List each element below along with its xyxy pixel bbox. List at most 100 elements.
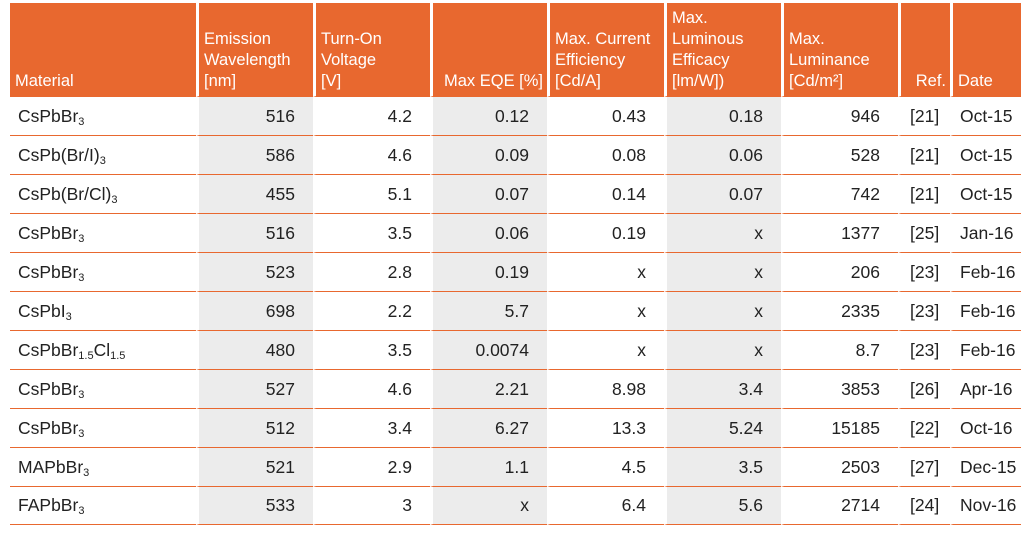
date-cell: Dec-15: [950, 447, 1022, 486]
table-row: CsPbBr3 527 4.6 2.21 8.98 3.4 3853 [26] Apr-16: [10, 369, 1022, 408]
table-row: CsPb(Br/I)3 586 4.6 0.09 0.08 0.06 528 [21] Oct-…: [10, 135, 1022, 174]
header-line: Luminance: [789, 51, 870, 69]
table-row: CsPb(Br/Cl)3 455 5.1 0.07 0.14 0.07 742 [21] Oct…: [10, 174, 1022, 213]
material-cell: CsPbBr3: [10, 408, 196, 447]
current-cell: x: [547, 291, 664, 330]
comparison-table: Material Emission Wavelength [nm] Turn-On Vol…: [10, 3, 1022, 525]
efficacy-cell: 3.4: [664, 369, 781, 408]
luminance-cell: 946: [781, 96, 898, 135]
material-subscript: 3: [111, 193, 118, 206]
eqe-cell: 0.09: [430, 135, 547, 174]
date-cell: Feb-16: [950, 252, 1022, 291]
voltage-cell: 2.8: [313, 252, 430, 291]
date-cell: Oct-15: [950, 135, 1022, 174]
header-max-luminous-efficacy: Max. Luminous Efficacy [lm/W]): [664, 3, 781, 96]
header-line: [Cd/A]: [555, 72, 601, 90]
header-line: Max EQE [%]: [443, 72, 543, 90]
wavelength-cell: 455: [196, 174, 313, 213]
header-line: Voltage: [321, 51, 377, 69]
material-cell: CsPbBr3: [10, 369, 196, 408]
current-cell: 0.43: [547, 96, 664, 135]
header-line: Efficacy: [672, 51, 730, 69]
ref-cell: [23]: [898, 330, 950, 369]
material-cell: MAPbBr3: [10, 447, 196, 486]
date-cell: Oct-15: [950, 96, 1022, 135]
wavelength-cell: 533: [196, 486, 313, 525]
current-cell: 0.08: [547, 135, 664, 174]
voltage-cell: 3.4: [313, 408, 430, 447]
header-line: Max.: [672, 9, 708, 27]
eqe-cell: 0.07: [430, 174, 547, 213]
table-row: CsPbBr3 512 3.4 6.27 13.3 5.24 15185 [22] Oct-16: [10, 408, 1022, 447]
luminance-cell: 2503: [781, 447, 898, 486]
voltage-cell: 4.6: [313, 135, 430, 174]
voltage-cell: 4.2: [313, 96, 430, 135]
header-max-eqe: Max EQE [%]: [430, 3, 547, 96]
header-line: Max.: [789, 30, 825, 48]
current-cell: 8.98: [547, 369, 664, 408]
ref-cell: [23]: [898, 291, 950, 330]
luminance-cell: 15185: [781, 408, 898, 447]
material-text: CsPbBr: [18, 339, 79, 360]
table-row: CsPbBr3 516 3.5 0.06 0.19 x 1377 [25] Jan-16: [10, 213, 1022, 252]
material-cell: CsPb(Br/I)3: [10, 135, 196, 174]
luminance-cell: 206: [781, 252, 898, 291]
table-body: CsPbBr3 516 4.2 0.12 0.43 0.18 946 [21] Oct-15 Cs…: [10, 96, 1022, 525]
material-text: CsPb(Br/Cl): [18, 183, 112, 204]
table-row: CsPbBr3 516 4.2 0.12 0.43 0.18 946 [21] Oct-15: [10, 96, 1022, 135]
luminance-cell: 3853: [781, 369, 898, 408]
efficacy-cell: x: [664, 330, 781, 369]
header-line: Turn-On: [321, 30, 382, 48]
efficacy-cell: x: [664, 252, 781, 291]
wavelength-cell: 521: [196, 447, 313, 486]
header-ref: Ref.: [898, 3, 950, 96]
material-subscript: 3: [78, 271, 85, 284]
material-cell: CsPbBr3: [10, 252, 196, 291]
header-line: Emission: [204, 30, 271, 48]
current-cell: 13.3: [547, 408, 664, 447]
header-line: [V]: [321, 72, 342, 90]
wavelength-cell: 586: [196, 135, 313, 174]
header-turn-on-voltage: Turn-On Voltage [V]: [313, 3, 430, 96]
wavelength-cell: 516: [196, 213, 313, 252]
header-line: Efficiency: [555, 51, 626, 69]
luminance-cell: 1377: [781, 213, 898, 252]
material-subscript: 3: [78, 232, 85, 245]
efficacy-cell: 0.06: [664, 135, 781, 174]
eqe-cell: x: [430, 486, 547, 525]
voltage-cell: 3: [313, 486, 430, 525]
header-line: [Cd/m²]: [789, 72, 844, 90]
material-subscript: 3: [78, 388, 85, 401]
header-emission-wavelength: Emission Wavelength [nm]: [196, 3, 313, 96]
efficacy-cell: 5.6: [664, 486, 781, 525]
current-cell: x: [547, 252, 664, 291]
ref-cell: [21]: [898, 135, 950, 174]
header-material: Material: [10, 3, 196, 96]
date-cell: Oct-15: [950, 174, 1022, 213]
material-subscript: 3: [78, 505, 85, 517]
material-subscript: 3: [78, 427, 85, 440]
header-line: Max. Current: [555, 30, 651, 48]
wavelength-cell: 512: [196, 408, 313, 447]
header-line: Luminous: [672, 30, 744, 48]
header-line: [lm/W]): [672, 72, 725, 90]
eqe-cell: 1.1: [430, 447, 547, 486]
voltage-cell: 5.1: [313, 174, 430, 213]
ref-cell: [27]: [898, 447, 950, 486]
header-line: Wavelength: [204, 51, 291, 69]
date-cell: Feb-16: [950, 330, 1022, 369]
table-row: CsPbI3 698 2.2 5.7 x x 2335 [23] Feb-16: [10, 291, 1022, 330]
current-cell: 6.4: [547, 486, 664, 525]
wavelength-cell: 480: [196, 330, 313, 369]
material-text: Cl: [93, 339, 111, 360]
material-text: CsPbBr: [18, 105, 79, 126]
luminance-cell: 2335: [781, 291, 898, 330]
table-row: CsPbBr3 523 2.8 0.19 x x 206 [23] Feb-16: [10, 252, 1022, 291]
material-subscript: 3: [99, 154, 106, 167]
ref-cell: [22]: [898, 408, 950, 447]
eqe-cell: 5.7: [430, 291, 547, 330]
eqe-cell: 2.21: [430, 369, 547, 408]
material-subscript: 1.5: [78, 349, 94, 362]
ref-cell: [23]: [898, 252, 950, 291]
efficacy-cell: 3.5: [664, 447, 781, 486]
